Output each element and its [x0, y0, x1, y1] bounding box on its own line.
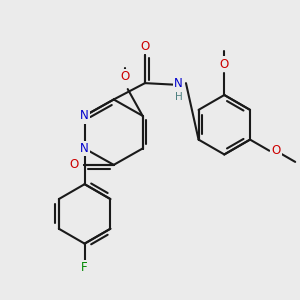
Text: O: O — [121, 70, 130, 83]
Text: N: N — [80, 109, 89, 122]
Text: N: N — [174, 76, 183, 90]
Text: O: O — [140, 40, 150, 53]
Text: O: O — [120, 72, 129, 85]
Text: O: O — [271, 144, 280, 157]
Text: O: O — [69, 158, 78, 171]
Text: N: N — [80, 142, 89, 155]
Text: F: F — [81, 262, 88, 275]
Text: H: H — [175, 92, 182, 102]
Text: O: O — [220, 58, 229, 71]
